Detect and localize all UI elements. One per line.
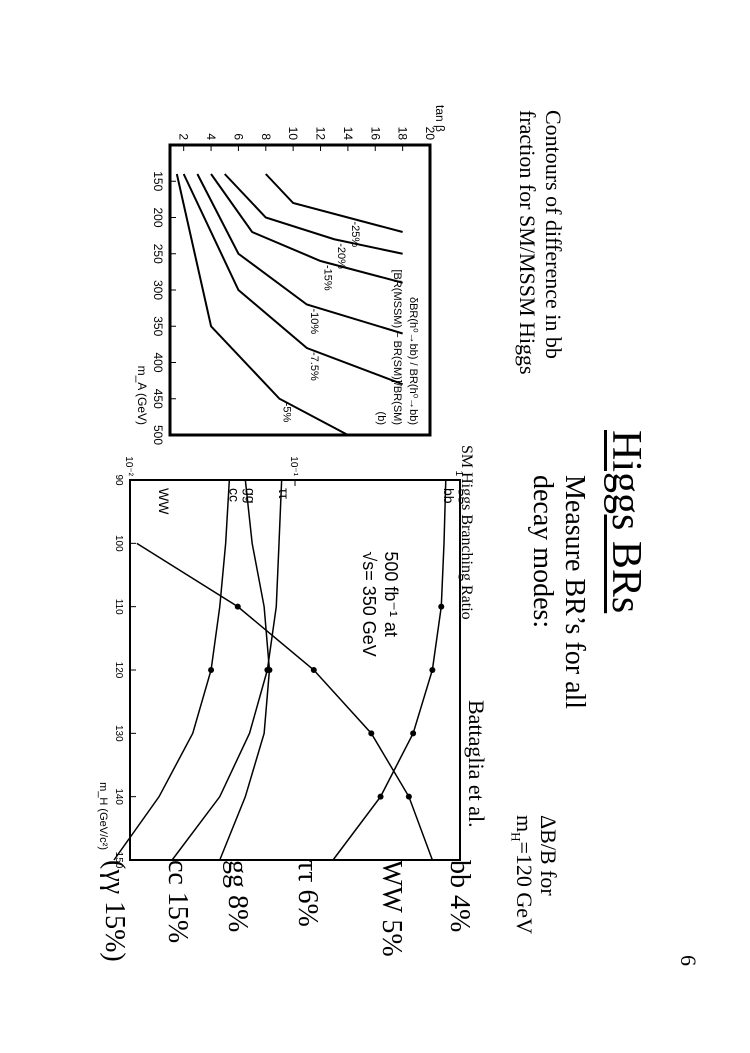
contour-y-tick-label: 16 <box>368 127 382 141</box>
contour-y-tick-label: 10 <box>286 127 300 141</box>
page-number: 6 <box>676 955 701 966</box>
br-series-label: bb <box>441 488 457 504</box>
br-measured-point <box>429 667 436 673</box>
contour-y-label: tan β <box>433 105 447 132</box>
contour-y-tick-label: 2 <box>177 133 191 140</box>
br-measured-point <box>368 730 375 737</box>
br-y-tick-label: 1 <box>453 470 464 476</box>
br-series-line <box>332 479 447 861</box>
contour-annotation: δBR(h⁰→bb) / BR(h⁰→bb) <box>407 297 419 425</box>
br-x-label: m_H (GeV/c²) <box>97 782 109 850</box>
measure-line-2: decay modes: <box>527 475 558 629</box>
left-caption-line-2: fraction for SM/MSSM Higgs <box>515 110 540 375</box>
contour-line <box>265 173 403 233</box>
br-plot: 90 100 110 120 130 140 150 1 10⁻¹ 10⁻² m_H (GeV/c²… <box>97 456 464 869</box>
br-x-tick-label: 110 <box>113 599 124 615</box>
contour-line <box>210 173 403 284</box>
contour-x-tick-label: 350 <box>151 316 165 336</box>
contour-x-tick-label: 450 <box>151 389 165 409</box>
contour-line <box>196 173 403 335</box>
contour-y-tick-label: 14 <box>341 127 355 141</box>
contour-y-tick-label: 18 <box>396 127 410 141</box>
br-x-tick-label: 130 <box>113 725 124 742</box>
br-series-label: WW <box>156 488 172 515</box>
br-measured-point <box>438 603 445 610</box>
contour-label: -20% <box>335 243 347 269</box>
br-annotation: 500 fb⁻¹ at <box>381 551 401 637</box>
br-x-tick-label: 150 <box>113 852 124 869</box>
left-caption-line-1: Contours of difference in bb <box>541 110 566 359</box>
delta-header-2: mH=120 GeV <box>508 815 537 934</box>
br-measured-point <box>266 667 273 673</box>
contour-plot: 150 200 250 300 350 400 450 500 2 4 6 8 10 12 14 16 18 20… <box>135 105 447 445</box>
contour-label: -25% <box>349 222 361 248</box>
br-measured-point <box>310 667 317 673</box>
contour-line <box>175 173 349 436</box>
br-measured-point <box>234 603 241 610</box>
delta-header: ΔB/B for <box>536 815 561 896</box>
br-measured-point <box>377 793 384 800</box>
contour-line <box>224 173 403 255</box>
br-series-label: gg <box>242 488 258 504</box>
br-series-line <box>219 479 271 861</box>
br-series-label: cc <box>226 488 242 502</box>
contour-label: -7.5% <box>308 352 320 381</box>
contour-annotation: [BR(MSSM) − BR(SM)]/BR(SM) <box>391 269 403 425</box>
contour-y-tick-label: 20 <box>423 127 437 141</box>
contour-label: -5% <box>280 403 292 423</box>
contour-y-tick-label: 4 <box>204 133 218 140</box>
br-measured-point <box>405 793 412 800</box>
slide-title: Higgs BRs <box>603 430 649 614</box>
br-x-tick-label: 100 <box>113 535 124 552</box>
br-series-label: ττ <box>276 488 292 500</box>
contour-x-tick-label: 200 <box>151 207 165 227</box>
contour-annotation: (b) <box>375 412 387 425</box>
contour-x-tick-label: 150 <box>151 171 165 191</box>
br-x-tick-label: 120 <box>113 662 124 679</box>
br-measured-point <box>208 667 215 673</box>
contour-y-tick-label: 8 <box>259 133 273 140</box>
contour-y-tick-label: 12 <box>314 127 328 141</box>
contour-x-tick-label: 250 <box>151 244 165 264</box>
br-x-tick-label: 140 <box>113 788 124 805</box>
br-y-tick-label: 10⁻² <box>123 456 134 476</box>
contour-y-tick-label: 6 <box>231 133 245 140</box>
contour-x-label: m_A (GeV) <box>135 366 149 425</box>
contour-label: -15% <box>322 265 334 291</box>
measure-line-1: Measure BR’s for all <box>559 475 590 710</box>
br-annotation: √s= 350 GeV <box>359 551 379 656</box>
contour-x-tick-label: 400 <box>151 352 165 372</box>
contour-label: -10% <box>308 309 320 335</box>
contour-line <box>182 173 403 386</box>
contour-x-tick-label: 300 <box>151 280 165 300</box>
contour-x-tick-label: 500 <box>151 425 165 445</box>
br-x-tick-label: 90 <box>113 474 124 486</box>
br-measured-point <box>410 730 417 737</box>
br-y-tick-label: 10⁻¹ <box>288 456 299 476</box>
